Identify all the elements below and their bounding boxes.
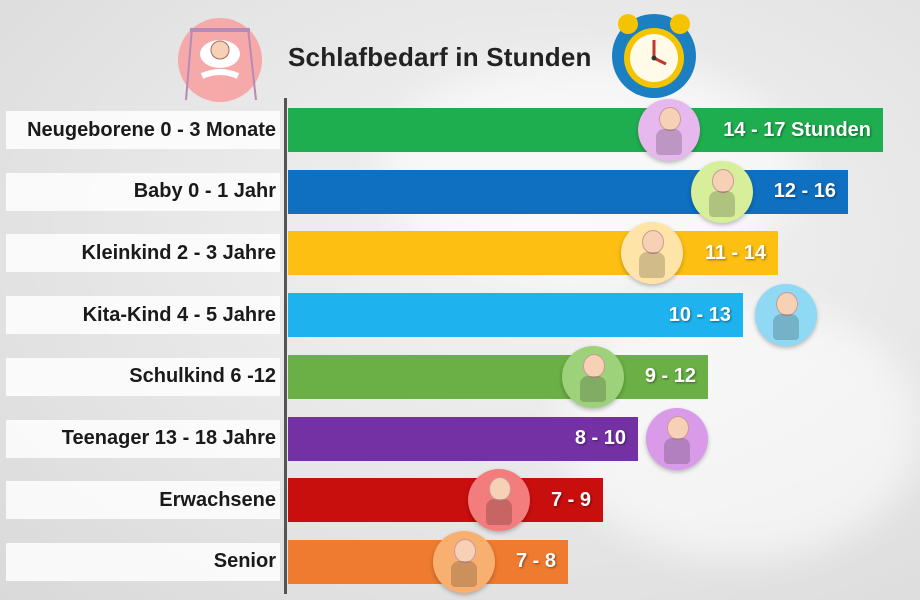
bar: 11 - 14 <box>288 231 778 276</box>
data-label: 12 - 16 <box>773 180 836 203</box>
adult-icon <box>468 469 530 532</box>
data-label: 8 - 10 <box>574 427 626 449</box>
sleeping-baby-icon <box>178 18 262 102</box>
baby-icon <box>691 160 753 223</box>
alarm-clock-icon <box>612 14 696 98</box>
data-label: 14 - 17 Stunden <box>723 118 871 141</box>
teenager-icon <box>646 407 708 470</box>
category-label: Schulkind 6 -12 <box>6 357 280 396</box>
senior-icon <box>433 530 495 593</box>
category-label: Baby 0 - 1 Jahr <box>6 172 280 211</box>
bar: 9 - 12 <box>288 354 708 399</box>
category-label: Erwachsene <box>6 481 280 520</box>
category-label: Neugeborene 0 - 3 Monate <box>6 111 280 149</box>
bar: 7 - 9 <box>288 478 603 523</box>
school-child-icon <box>562 345 624 408</box>
bar: 7 - 8 <box>288 539 568 584</box>
bar: 8 - 10 <box>288 416 638 461</box>
data-label: 7 - 9 <box>550 488 591 511</box>
category-label: Teenager 13 - 18 Jahre <box>6 419 280 458</box>
bar: 14 - 17 Stunden <box>288 108 883 152</box>
newborn-icon <box>638 99 700 161</box>
toddler-icon <box>621 222 683 285</box>
category-axis-line <box>284 98 287 594</box>
category-label: Kita-Kind 4 - 5 Jahre <box>6 296 280 335</box>
bar: 10 - 13 <box>288 293 743 338</box>
data-label: 9 - 12 <box>644 365 696 388</box>
category-label: Kleinkind 2 - 3 Jahre <box>6 234 280 273</box>
kita-child-icon <box>755 284 817 347</box>
data-label: 7 - 8 <box>515 550 556 573</box>
bar: 12 - 16 <box>288 169 848 214</box>
chart-title: Schlafbedarf in Stunden <box>288 42 592 72</box>
data-label: 11 - 14 <box>704 241 766 264</box>
category-label: Senior <box>6 542 280 581</box>
data-label: 10 - 13 <box>668 303 731 326</box>
